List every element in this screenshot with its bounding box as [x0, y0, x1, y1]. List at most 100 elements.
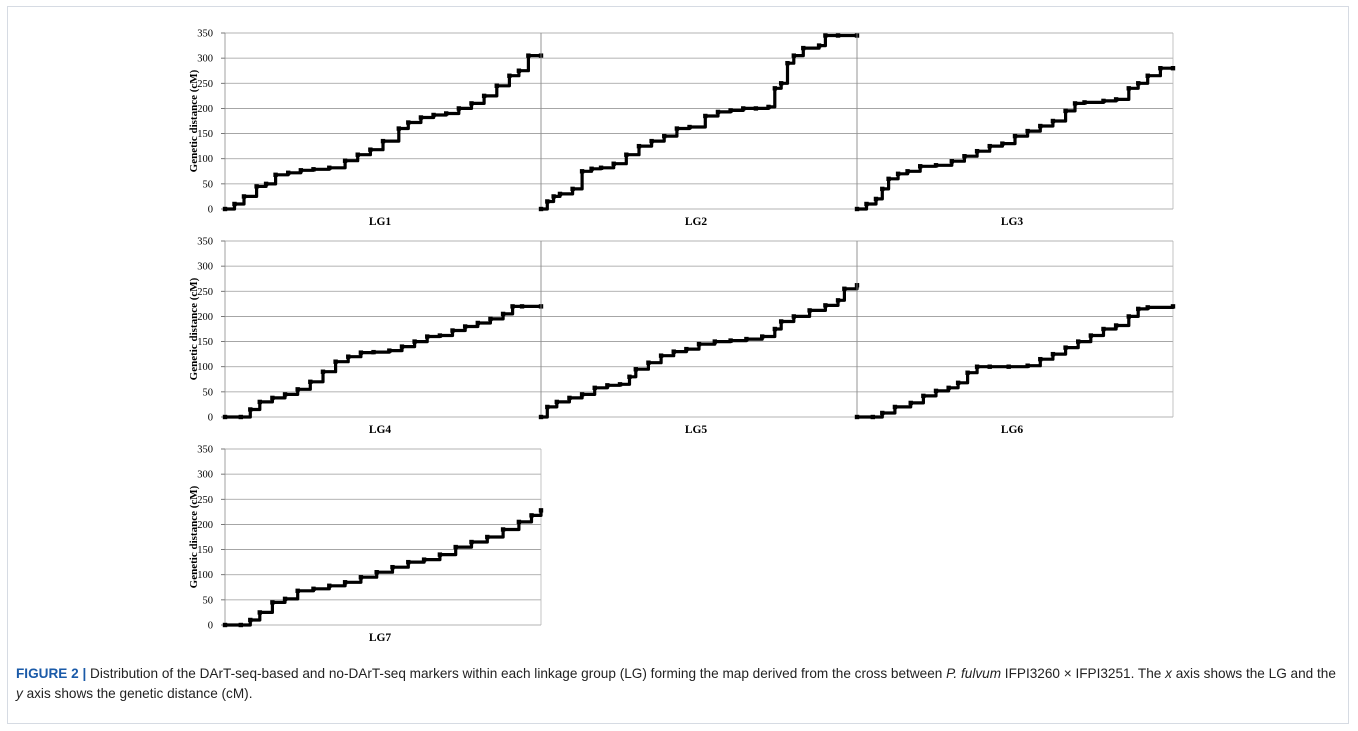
y-tick-label: 50	[203, 387, 214, 398]
data-point	[854, 206, 860, 212]
data-point	[741, 106, 746, 111]
data-point	[1025, 363, 1030, 368]
data-point	[772, 86, 778, 91]
data-point	[387, 348, 392, 353]
data-point	[295, 588, 300, 594]
data-point	[886, 176, 891, 182]
y-tick-label: 50	[203, 595, 214, 606]
data-point	[744, 336, 749, 342]
data-point	[636, 143, 642, 149]
data-point	[1136, 306, 1141, 312]
data-point	[880, 186, 885, 192]
data-point	[311, 167, 316, 172]
caption-part: axis shows the LG and the	[1171, 666, 1336, 681]
series-line	[855, 304, 1175, 419]
data-point	[728, 108, 733, 113]
data-point	[295, 387, 300, 392]
data-point	[358, 350, 364, 355]
y-tick-label: 350	[197, 29, 213, 40]
data-point	[823, 303, 828, 308]
data-point	[1170, 304, 1176, 309]
data-point	[320, 369, 326, 374]
data-point	[791, 314, 796, 319]
x-axis-label: LG3	[1001, 216, 1024, 228]
data-point	[469, 539, 474, 545]
data-point	[1006, 364, 1011, 369]
series-line	[539, 283, 859, 419]
data-point	[270, 395, 275, 401]
data-point	[801, 45, 806, 51]
x-axis-label: LG2	[685, 216, 708, 228]
data-point	[974, 364, 980, 369]
x-axis-label: LG5	[685, 424, 708, 436]
data-point	[1101, 326, 1106, 332]
data-point	[633, 367, 638, 372]
data-point	[516, 519, 522, 525]
caption-part: IFPI3260 × IFPI3251. The	[1001, 666, 1166, 681]
data-point	[842, 286, 847, 291]
data-point	[864, 201, 869, 207]
data-point	[529, 513, 534, 518]
x-axis-label: LG6	[1001, 424, 1024, 436]
data-point	[475, 320, 480, 326]
y-tick-label: 150	[197, 545, 213, 556]
data-point	[785, 60, 790, 66]
data-point	[1038, 123, 1043, 129]
data-point	[469, 101, 474, 106]
data-point	[342, 580, 348, 585]
data-point	[753, 106, 759, 111]
data-point	[232, 201, 237, 207]
data-point	[516, 68, 522, 73]
data-point	[624, 152, 629, 157]
data-point	[870, 414, 875, 420]
data-point	[1072, 101, 1078, 106]
data-point	[715, 109, 721, 115]
data-point	[696, 341, 702, 347]
data-point	[905, 169, 910, 174]
data-point	[507, 73, 512, 78]
data-point	[282, 392, 288, 397]
data-point	[450, 328, 455, 333]
data-point	[371, 349, 376, 355]
data-point	[538, 206, 544, 212]
caption-part: Distribution of the DArT-seq-based and n…	[86, 666, 947, 681]
data-point	[579, 169, 585, 174]
data-point	[238, 622, 243, 628]
data-point	[437, 333, 443, 338]
data-point	[453, 544, 458, 550]
data-point	[222, 622, 228, 628]
data-point	[311, 586, 316, 591]
data-point	[257, 399, 262, 405]
data-point	[579, 392, 585, 397]
data-point	[1050, 118, 1056, 124]
data-point	[308, 379, 313, 384]
data-point	[238, 414, 243, 420]
data-point	[605, 383, 610, 388]
x-axis-label: LG1	[369, 216, 392, 228]
data-point	[444, 111, 449, 116]
y-tick-label: 50	[203, 179, 214, 190]
data-point	[1145, 73, 1150, 78]
data-point	[823, 33, 828, 38]
series-line	[223, 304, 543, 419]
data-point	[617, 382, 623, 387]
data-point	[987, 364, 992, 369]
data-point	[1063, 345, 1068, 350]
y-tick-label: 150	[197, 337, 213, 348]
caption-part: axis shows the genetic distance (cM).	[22, 686, 253, 701]
series-line	[539, 33, 859, 211]
data-point	[933, 388, 939, 394]
data-point	[257, 610, 262, 615]
data-point	[1158, 66, 1163, 71]
y-tick-label: 350	[197, 237, 213, 248]
data-point	[728, 338, 733, 343]
data-point	[570, 186, 575, 192]
data-point	[248, 407, 253, 412]
data-point	[1101, 98, 1106, 104]
data-point	[554, 399, 559, 405]
data-point	[658, 353, 664, 358]
x-axis-label: LG4	[369, 424, 392, 436]
data-point	[1126, 314, 1131, 319]
data-point	[286, 170, 291, 175]
data-point	[412, 339, 417, 344]
